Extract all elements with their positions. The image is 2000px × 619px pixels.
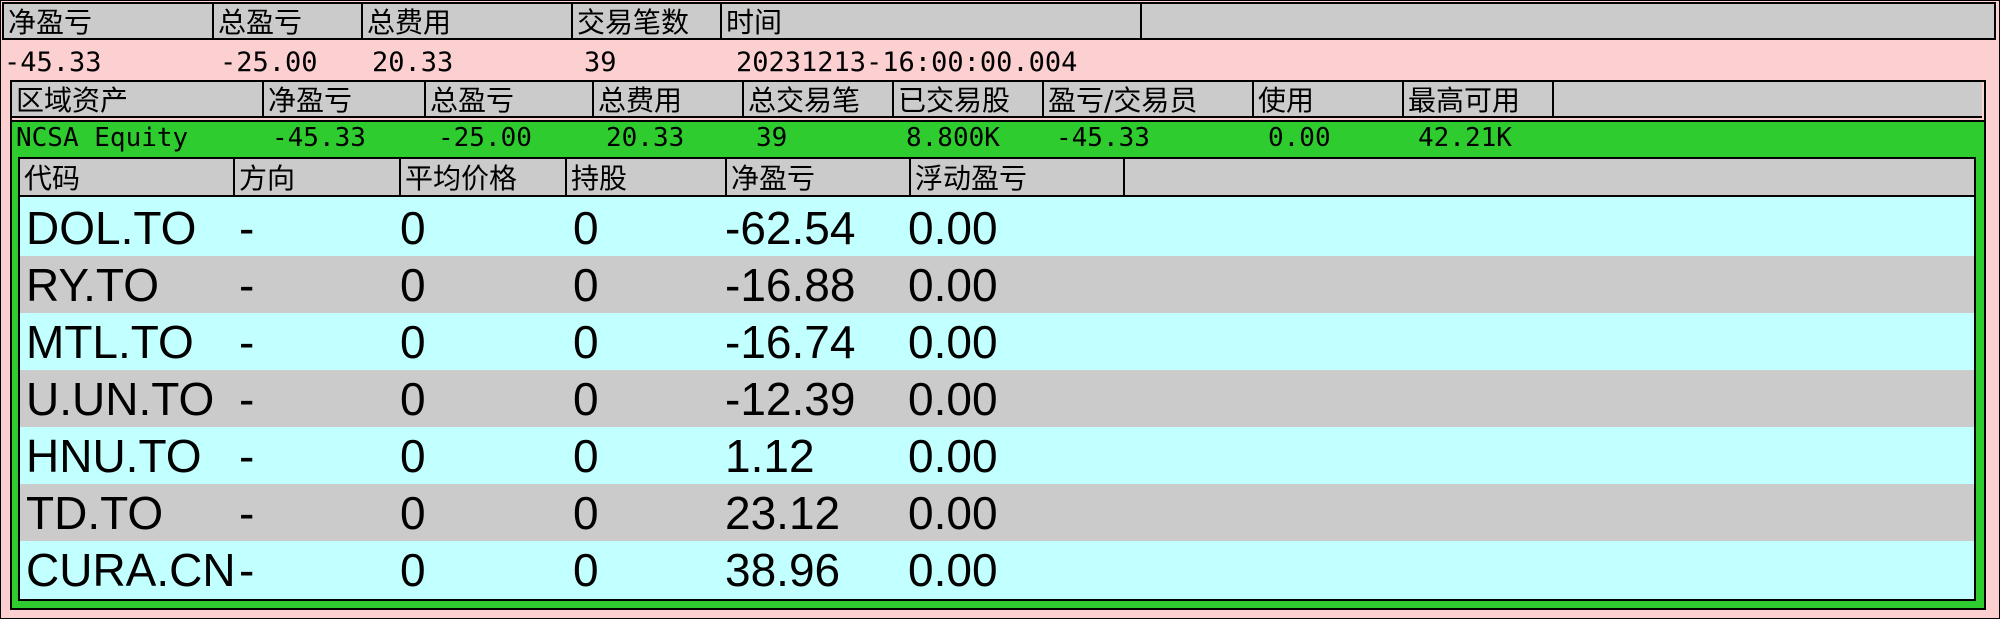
zone-max-available: 42.21K <box>1418 123 1512 153</box>
cell-net-pnl: -12.39 <box>725 372 856 425</box>
cell-float-pnl: 0.00 <box>908 486 998 539</box>
cell-net-pnl: -16.88 <box>725 258 856 311</box>
table-row[interactable]: HNU.TO - 0 0 1.12 0.00 <box>20 427 1974 484</box>
zone-net-pnl: -45.33 <box>272 123 366 153</box>
zone-name: NCSA Equity <box>16 123 189 153</box>
col-header-zone-traded-shares[interactable]: 已交易股 <box>892 80 1044 118</box>
cell-avg-price: 0 <box>400 429 426 482</box>
table-row[interactable]: MTL.TO - 0 0 -16.74 0.00 <box>20 313 1974 370</box>
cell-float-pnl: 0.00 <box>908 258 998 311</box>
col-header-holdings-blank <box>1123 157 1974 197</box>
cell-direction: - <box>239 315 255 368</box>
col-header-net-pnl-h[interactable]: 净盈亏 <box>725 157 911 197</box>
summary-net-pnl: -45.33 <box>4 46 102 78</box>
cell-position: 0 <box>573 372 599 425</box>
col-header-float-pnl[interactable]: 浮动盈亏 <box>909 157 1125 197</box>
cell-net-pnl: -16.74 <box>725 315 856 368</box>
col-header-zone-total-pnl[interactable]: 总盈亏 <box>424 80 594 118</box>
zone-total-pnl: -25.00 <box>438 123 532 153</box>
summary-total-pnl: -25.00 <box>220 46 318 78</box>
table-row[interactable]: TD.TO - 0 0 23.12 0.00 <box>20 484 1974 541</box>
zone-total-trades: 39 <box>756 123 788 153</box>
col-header-blank <box>1140 2 1996 40</box>
col-header-zone-max-available[interactable]: 最高可用 <box>1402 80 1554 118</box>
col-header-zone-total-fees[interactable]: 总费用 <box>592 80 744 118</box>
cell-float-pnl: 0.00 <box>908 201 998 254</box>
col-header-zone-used[interactable]: 使用 <box>1252 80 1404 118</box>
cell-code: TD.TO <box>26 486 164 539</box>
col-header-zone-total-trades[interactable]: 总交易笔 <box>742 80 894 118</box>
cell-position: 0 <box>573 543 599 596</box>
holdings-header-row: 代码 方向 平均价格 持股 净盈亏 浮动盈亏 <box>18 157 1976 197</box>
cell-direction: - <box>239 201 255 254</box>
cell-avg-price: 0 <box>400 486 426 539</box>
cell-code: U.UN.TO <box>26 372 215 425</box>
summary-time: 20231213-16:00:00.004 <box>736 46 1078 78</box>
cell-direction: - <box>239 486 255 539</box>
cell-position: 0 <box>573 429 599 482</box>
col-header-total-pnl[interactable]: 总盈亏 <box>212 2 363 40</box>
col-header-total-fees[interactable]: 总费用 <box>361 2 573 40</box>
cell-avg-price: 0 <box>400 372 426 425</box>
col-header-zone-blank <box>1552 80 1982 118</box>
table-row[interactable]: RY.TO - 0 0 -16.88 0.00 <box>20 256 1974 313</box>
cell-net-pnl: 38.96 <box>725 543 841 596</box>
cell-position: 0 <box>573 486 599 539</box>
summary-values-row: -45.33 -25.00 20.33 39 20231213-16:00:00… <box>2 44 1190 80</box>
cell-avg-price: 0 <box>400 201 426 254</box>
cell-position: 0 <box>573 315 599 368</box>
zone-traded-shares: 8.800K <box>906 123 1000 153</box>
cell-float-pnl: 0.00 <box>908 372 998 425</box>
col-header-code[interactable]: 代码 <box>18 157 235 197</box>
col-header-position[interactable]: 持股 <box>565 157 727 197</box>
zone-values-row[interactable]: NCSA Equity -45.33 -25.00 20.33 39 8.800… <box>14 120 1562 156</box>
cell-avg-price: 0 <box>400 258 426 311</box>
cell-direction: - <box>239 372 255 425</box>
cell-net-pnl: 1.12 <box>725 429 815 482</box>
zone-header-row: 区域资产 净盈亏 总盈亏 总费用 总交易笔 已交易股 盈亏/交易员 使用 最高可… <box>10 80 1986 118</box>
holdings-table-body: DOL.TO - 0 0 -62.54 0.00 RY.TO - 0 0 -16… <box>20 199 1974 598</box>
col-header-net-pnl[interactable]: 净盈亏 <box>2 2 214 40</box>
cell-net-pnl: 23.12 <box>725 486 841 539</box>
col-header-zone-pnl-per-trader[interactable]: 盈亏/交易员 <box>1042 80 1254 118</box>
col-header-zone-net-pnl[interactable]: 净盈亏 <box>262 80 426 118</box>
table-row[interactable]: U.UN.TO - 0 0 -12.39 0.00 <box>20 370 1974 427</box>
cell-code: MTL.TO <box>26 315 194 368</box>
cell-code: DOL.TO <box>26 201 197 254</box>
zone-pnl-per-trader: -45.33 <box>1056 123 1150 153</box>
summary-total-fees: 20.33 <box>372 46 454 78</box>
cell-avg-price: 0 <box>400 543 426 596</box>
col-header-avg-price[interactable]: 平均价格 <box>399 157 567 197</box>
col-header-time[interactable]: 时间 <box>720 2 1142 40</box>
cell-direction: - <box>239 258 255 311</box>
table-row[interactable]: DOL.TO - 0 0 -62.54 0.00 <box>20 199 1974 256</box>
cell-direction: - <box>239 543 255 596</box>
cell-float-pnl: 0.00 <box>908 429 998 482</box>
summary-header-row: 净盈亏 总盈亏 总费用 交易笔数 时间 <box>2 2 1996 40</box>
summary-trade-count: 39 <box>584 46 617 78</box>
cell-avg-price: 0 <box>400 315 426 368</box>
cell-float-pnl: 0.00 <box>908 315 998 368</box>
cell-direction: - <box>239 429 255 482</box>
zone-used: 0.00 <box>1268 123 1331 153</box>
cell-position: 0 <box>573 201 599 254</box>
cell-position: 0 <box>573 258 599 311</box>
cell-code: RY.TO <box>26 258 159 311</box>
cell-net-pnl: -62.54 <box>725 201 856 254</box>
col-header-zone-asset[interactable]: 区域资产 <box>10 80 264 118</box>
table-row[interactable]: CURA.CN - 0 0 38.96 0.00 <box>20 541 1974 598</box>
zone-total-fees: 20.33 <box>606 123 685 153</box>
col-header-direction[interactable]: 方向 <box>233 157 401 197</box>
cell-code: HNU.TO <box>26 429 202 482</box>
cell-float-pnl: 0.00 <box>908 543 998 596</box>
col-header-trade-count[interactable]: 交易笔数 <box>571 2 722 40</box>
cell-code: CURA.CN <box>26 543 236 596</box>
